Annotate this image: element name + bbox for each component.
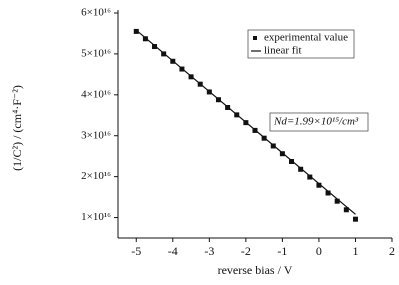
data-point (334, 198, 340, 204)
annotation: Nd=1.99×10¹⁵/cm³ (273, 116, 359, 128)
data-point (325, 190, 331, 196)
x-tick-label: 1 (352, 244, 358, 258)
x-tick-label: -1 (277, 244, 287, 258)
x-tick-label: -3 (204, 244, 214, 258)
fit-line (135, 29, 356, 215)
legend-label: experimental value (264, 32, 348, 44)
x-tick-label: -2 (241, 244, 251, 258)
x-tick-label: 0 (316, 244, 322, 258)
annotation-box (269, 112, 369, 132)
data-point (279, 151, 285, 157)
data-point (133, 28, 139, 34)
legend-label: linear fit (264, 45, 302, 57)
y-tick-label: 4×10¹⁶ (81, 88, 111, 100)
x-tick-label: -5 (131, 244, 141, 258)
y-tick-label: 1×10¹⁶ (81, 211, 111, 223)
data-point (352, 216, 358, 222)
y-tick-label: 2×10¹⁶ (81, 170, 111, 182)
legend-marker (253, 36, 257, 40)
data-point (142, 36, 148, 42)
y-axis-label: (1/C²) / (cm⁴·F⁻²) (10, 85, 24, 171)
data-point (307, 174, 313, 180)
y-tick-label: 6×10¹⁶ (81, 7, 111, 19)
y-tick-label: 5×10¹⁶ (81, 47, 111, 59)
data-point (289, 159, 295, 164)
y-tick-label: 3×10¹⁶ (81, 129, 111, 141)
data-point (316, 182, 322, 188)
data-point (343, 207, 349, 213)
data-point (152, 44, 158, 50)
data-point (298, 166, 304, 172)
x-tick-label: -4 (168, 244, 178, 258)
x-tick-label: 2 (389, 244, 395, 258)
x-axis-label: reverse bias / V (218, 263, 293, 277)
legend-box (247, 29, 355, 59)
